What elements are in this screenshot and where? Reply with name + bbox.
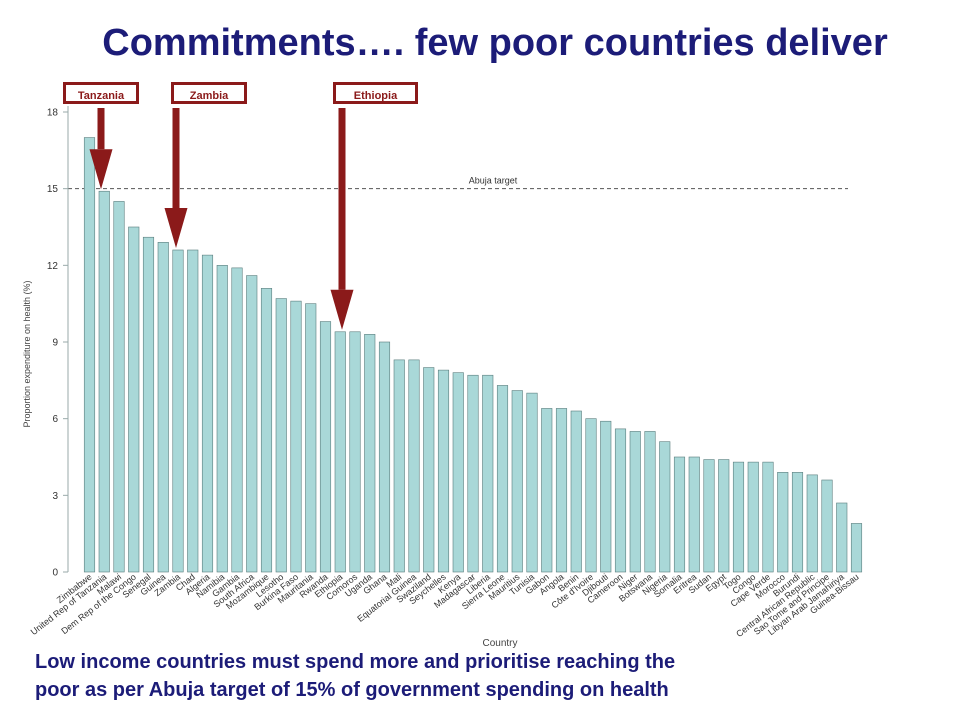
bar bbox=[850, 523, 863, 573]
callout-tanzania: Tanzania bbox=[63, 82, 139, 104]
slide-title: Commitments…. few poor countries deliver bbox=[102, 22, 888, 64]
bar bbox=[437, 369, 450, 573]
bar bbox=[246, 275, 258, 573]
bar bbox=[290, 300, 302, 573]
bar bbox=[747, 461, 759, 573]
bar bbox=[762, 461, 774, 573]
bar bbox=[364, 334, 376, 573]
callout-arrow-head bbox=[164, 208, 188, 248]
bar bbox=[570, 410, 582, 573]
bar bbox=[319, 321, 332, 573]
bar bbox=[128, 226, 140, 573]
y-axis-title: Proportion expenditure on health (%) bbox=[22, 280, 32, 427]
bar bbox=[172, 249, 184, 573]
bar bbox=[659, 441, 671, 573]
footer-line-2: poor as per Abuja target of 15% of gover… bbox=[35, 679, 669, 701]
footer-line-1: Low income countries must spend more and… bbox=[35, 651, 676, 673]
bar bbox=[688, 456, 700, 573]
bar bbox=[673, 456, 686, 573]
y-tick-label: 6 bbox=[52, 414, 58, 425]
bar bbox=[216, 265, 228, 573]
bar bbox=[187, 249, 199, 573]
callout-ethiopia: Ethiopia bbox=[333, 82, 418, 104]
bar bbox=[334, 331, 346, 573]
bar bbox=[157, 242, 169, 573]
bar bbox=[482, 374, 494, 573]
bar bbox=[526, 392, 538, 573]
bar bbox=[703, 459, 715, 573]
bar bbox=[231, 267, 243, 573]
bar bbox=[821, 479, 833, 573]
y-tick-label: 12 bbox=[47, 261, 59, 272]
callout-arrow-shaft bbox=[172, 108, 180, 208]
bar bbox=[585, 418, 597, 573]
bar bbox=[511, 390, 523, 573]
bar bbox=[260, 288, 273, 573]
y-tick-label: 0 bbox=[52, 568, 58, 579]
bar bbox=[201, 254, 214, 573]
bar bbox=[349, 331, 361, 573]
bar bbox=[791, 472, 804, 573]
callout-zambia: Zambia bbox=[171, 82, 247, 104]
bar bbox=[777, 472, 789, 573]
bar bbox=[541, 408, 553, 573]
bar bbox=[305, 303, 317, 573]
bar bbox=[600, 420, 612, 573]
callout-arrow-head bbox=[330, 289, 354, 330]
bar bbox=[423, 367, 435, 573]
bar bbox=[629, 431, 641, 573]
bar bbox=[614, 428, 627, 573]
bar bbox=[836, 502, 848, 573]
bar bbox=[732, 461, 745, 573]
bar bbox=[98, 190, 110, 573]
footer-text: Low income countries must spend more and… bbox=[35, 648, 935, 704]
bar bbox=[378, 341, 391, 573]
y-tick-label: 9 bbox=[52, 338, 58, 349]
bar bbox=[555, 408, 568, 573]
bar bbox=[275, 298, 287, 573]
abuja-target-label: Abuja target bbox=[469, 176, 518, 186]
y-tick-label: 3 bbox=[52, 491, 58, 502]
callout-arrow-shaft bbox=[338, 108, 346, 290]
bar bbox=[142, 236, 155, 573]
callout-arrow-shaft bbox=[97, 108, 105, 150]
bar bbox=[806, 474, 818, 573]
bar bbox=[467, 374, 479, 573]
bar bbox=[452, 372, 464, 573]
y-tick-label: 18 bbox=[47, 108, 59, 119]
bar bbox=[408, 359, 420, 573]
x-axis-title: Country bbox=[482, 638, 517, 649]
bar bbox=[113, 201, 125, 573]
bar bbox=[718, 459, 730, 573]
callout-arrow-head bbox=[89, 149, 113, 190]
bar bbox=[83, 137, 96, 573]
bar bbox=[644, 431, 656, 573]
y-tick-label: 15 bbox=[47, 184, 59, 195]
bar bbox=[393, 359, 405, 573]
bar bbox=[496, 385, 509, 573]
